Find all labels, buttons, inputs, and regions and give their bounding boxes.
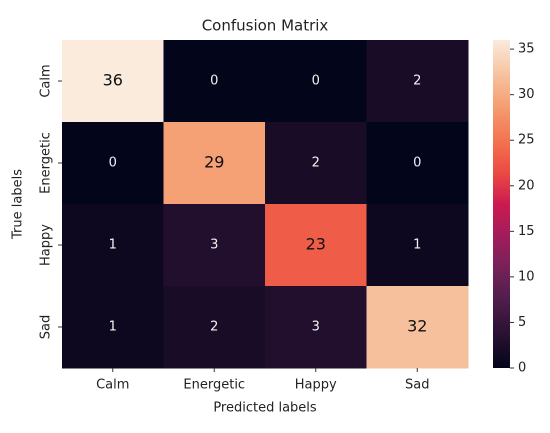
heatmap-cell bbox=[366, 122, 469, 205]
cell-label: 0 bbox=[210, 74, 218, 89]
cell-label: 23 bbox=[306, 235, 326, 254]
cell-label: 0 bbox=[109, 156, 117, 171]
chart-title: Confusion Matrix bbox=[202, 17, 329, 35]
x-tick-label: Sad bbox=[405, 378, 429, 393]
heatmap-cell bbox=[62, 122, 164, 205]
cell-label: 3 bbox=[312, 320, 320, 335]
colorbar bbox=[493, 40, 510, 368]
cell-label: 0 bbox=[312, 74, 320, 89]
heatmap-cell bbox=[163, 40, 266, 123]
colorbar-tick-label: 10 bbox=[518, 269, 535, 284]
x-tick-label: Energetic bbox=[183, 378, 245, 393]
colorbar-tick-label: 20 bbox=[518, 178, 535, 193]
colorbar-tick-label: 15 bbox=[518, 224, 535, 239]
x-tick-label: Calm bbox=[96, 378, 129, 393]
heatmap-cell bbox=[163, 204, 266, 287]
heatmap-cell bbox=[265, 40, 367, 123]
cell-label: 2 bbox=[210, 320, 218, 335]
cell-label: 1 bbox=[413, 238, 421, 253]
x-tick-label: Happy bbox=[295, 378, 337, 393]
y-tick-label: Calm bbox=[39, 64, 54, 97]
cell-label: 29 bbox=[204, 153, 224, 172]
heatmap-cell bbox=[163, 286, 266, 369]
cell-label: 1 bbox=[109, 238, 117, 253]
cell-label: 3 bbox=[210, 238, 218, 253]
y-tick-label: Sad bbox=[39, 315, 54, 339]
heatmap-cell bbox=[366, 286, 469, 369]
heatmap-cell bbox=[62, 204, 164, 287]
heatmap-cell bbox=[265, 122, 367, 205]
colorbar-tick-label: 0 bbox=[518, 361, 526, 376]
cell-label: 36 bbox=[103, 71, 123, 90]
heatmap-cell bbox=[62, 40, 164, 123]
heatmap-cell bbox=[265, 286, 367, 369]
y-tick-label: Energetic bbox=[39, 132, 54, 194]
colorbar-tick-label: 5 bbox=[518, 315, 526, 330]
cell-label: 0 bbox=[413, 156, 421, 171]
colorbar-tick-label: 35 bbox=[518, 42, 535, 57]
cell-label: 1 bbox=[109, 320, 117, 335]
y-tick-label: Happy bbox=[39, 224, 54, 266]
colorbar-tick-label: 25 bbox=[518, 133, 535, 148]
y-axis-label: True labels bbox=[11, 169, 26, 240]
cell-label: 32 bbox=[407, 317, 427, 336]
heatmap-cell bbox=[62, 286, 164, 369]
colorbar-tick-label: 30 bbox=[518, 87, 535, 102]
cell-label: 2 bbox=[413, 74, 421, 89]
cell-label: 2 bbox=[312, 156, 320, 171]
heatmap-cell bbox=[265, 204, 367, 287]
heatmap-cell bbox=[366, 40, 469, 123]
heatmap-cell bbox=[163, 122, 266, 205]
x-axis-label: Predicted labels bbox=[213, 401, 317, 416]
heatmap-cell bbox=[366, 204, 469, 287]
